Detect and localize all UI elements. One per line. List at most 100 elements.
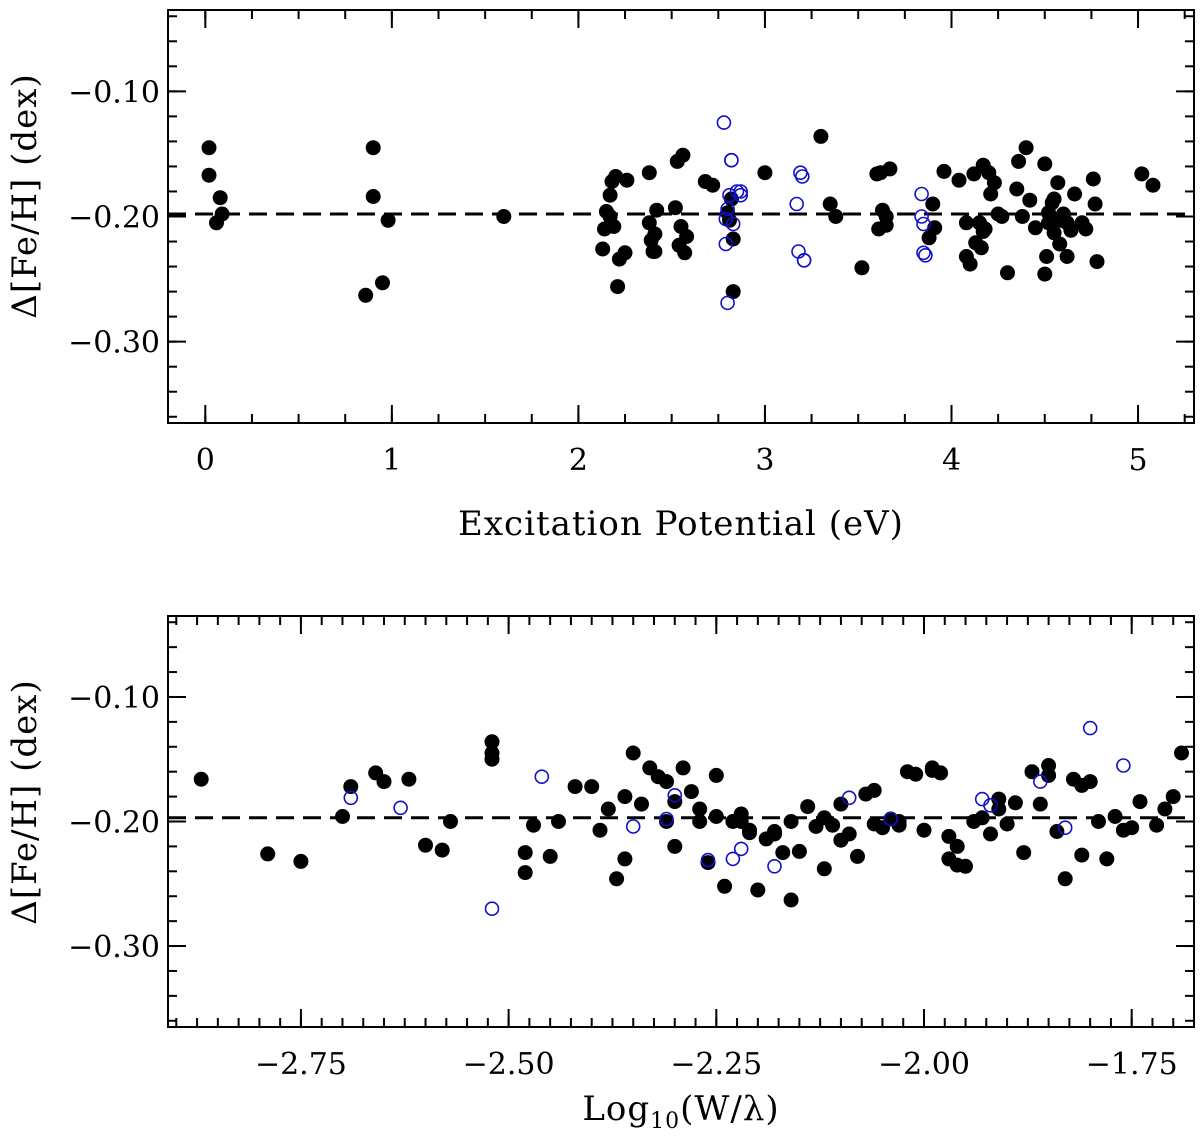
data-point-filled (209, 215, 224, 231)
data-point-filled (783, 814, 799, 829)
data-point-filled (212, 190, 228, 206)
data-point-open (534, 769, 550, 785)
data-point-filled (1063, 222, 1079, 238)
data-point-filled (675, 760, 691, 776)
data-point-open (718, 236, 734, 252)
data-point-filled (667, 838, 683, 854)
data-point-filled (1107, 809, 1123, 824)
data-point-filled (1037, 156, 1053, 172)
data-point-filled (1132, 794, 1148, 810)
data-point-filled (1018, 140, 1034, 156)
data-point-filled (891, 814, 907, 829)
data-point-filled (1037, 266, 1053, 282)
data-point-filled (708, 809, 724, 824)
data-point-filled (924, 762, 940, 778)
y-tick-label: −0.20 (68, 806, 160, 841)
data-point-filled (609, 871, 625, 887)
data-point-filled (1091, 814, 1106, 829)
data-point-filled (1016, 845, 1032, 861)
data-point-filled (293, 853, 309, 869)
x-tick-label: 1 (382, 443, 401, 478)
x-tick-label: 2 (569, 443, 588, 478)
data-point-filled (567, 779, 583, 795)
panel-top-y-axis-label: Δ[Fe/H] (dex) (5, 73, 45, 318)
data-point-filled (1032, 796, 1048, 812)
data-point-open (983, 797, 998, 813)
data-point-filled (1007, 795, 1023, 811)
data-point-filled (936, 163, 952, 179)
data-point-filled (775, 845, 791, 861)
data-point-filled (882, 161, 898, 177)
data-point-filled (517, 845, 533, 861)
data-point-filled (1099, 851, 1115, 867)
data-point-filled (878, 217, 894, 233)
data-point-filled (1011, 153, 1027, 169)
data-point-open (484, 901, 500, 917)
data-point-filled (619, 172, 635, 188)
data-point-open (789, 196, 805, 212)
data-point-filled (708, 767, 724, 783)
data-point-open (918, 248, 933, 263)
data-point-filled (526, 817, 541, 833)
x-tick-label: 5 (1128, 443, 1147, 478)
data-point-filled (725, 231, 741, 247)
data-point-open (1057, 820, 1073, 836)
data-point-open (883, 811, 899, 827)
data-point-filled (908, 766, 924, 782)
data-point-filled (610, 279, 626, 295)
panel-bottom-ticks (168, 616, 1194, 1027)
data-point-filled (683, 784, 699, 800)
data-point-filled (365, 189, 381, 204)
data-point-filled (376, 774, 392, 790)
data-point-open (725, 851, 741, 867)
panel-top-frame (167, 9, 1195, 424)
data-point-filled (717, 878, 733, 894)
data-point-filled (1022, 192, 1038, 208)
panel-top-points (201, 115, 1161, 311)
x-tick-label: 0 (196, 443, 215, 478)
data-point-filled (634, 796, 649, 812)
data-point-filled (825, 817, 841, 833)
panel-top-x-tick-labels: 0 1 2 3 4 5 (196, 443, 1148, 478)
data-point-filled (692, 801, 708, 817)
data-point-filled (692, 814, 708, 829)
data-point-filled (705, 177, 721, 193)
data-point-filled (1149, 817, 1165, 833)
data-point-filled (1124, 820, 1140, 836)
data-point-filled (659, 774, 674, 790)
y-tick-label: −0.30 (68, 930, 160, 965)
data-point-filled (659, 814, 674, 829)
data-point-filled (434, 842, 450, 858)
data-point-open (796, 252, 812, 268)
data-point-filled (816, 861, 832, 877)
data-point-open (794, 169, 810, 184)
data-point-filled (496, 209, 512, 224)
y-tick-label: −0.10 (68, 681, 160, 716)
data-point-open (1082, 720, 1098, 736)
data-point-filled (380, 212, 396, 228)
data-point-filled (201, 140, 217, 156)
data-point-filled (592, 822, 608, 838)
panel-top-ticks (168, 10, 1194, 423)
data-point-filled (1009, 181, 1025, 197)
y-tick-label: −0.20 (68, 201, 160, 236)
data-point-open (729, 184, 745, 199)
x-tick-label: −1.75 (1086, 1047, 1178, 1082)
data-point-open (914, 209, 929, 224)
data-point-filled (986, 175, 1002, 191)
panel-bottom-points (193, 720, 1189, 917)
data-point-filled (1078, 221, 1094, 237)
data-point-filled (1134, 166, 1150, 182)
data-point-filled (800, 799, 816, 815)
data-point-filled (193, 771, 209, 787)
data-point-filled (1046, 191, 1062, 207)
data-point-open (718, 211, 734, 227)
data-point-filled (517, 865, 533, 881)
data-point-filled (617, 851, 633, 867)
data-point-filled (1067, 186, 1083, 202)
x-label-tail: (W/λ) (680, 1089, 779, 1129)
data-point-filled (641, 165, 657, 181)
data-point-filled (1014, 209, 1030, 224)
data-point-filled (1157, 801, 1173, 817)
data-point-filled (822, 196, 838, 212)
